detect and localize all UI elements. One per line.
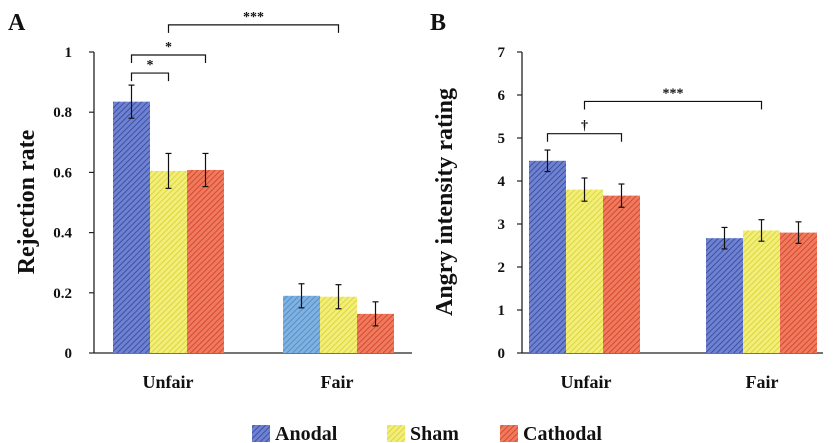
panel-a-y-ticks: 0 0.2 0.4 0.6 0.8 1: [53, 45, 94, 362]
y-tick-label: 0: [498, 346, 506, 362]
y-tick-label: 3: [498, 217, 506, 233]
y-tick-label: 0.6: [53, 165, 72, 181]
bar-fair-sham: [743, 230, 780, 353]
legend-swatch-sham: [387, 425, 405, 442]
legend-swatch-anodal: [252, 425, 270, 442]
panel-a-categories: Unfair Fair: [143, 372, 354, 392]
significance-label: ***: [243, 10, 264, 25]
legend-label-sham: Sham: [410, 423, 459, 443]
y-tick-label: 0.2: [53, 286, 72, 302]
significance-label: *: [165, 40, 172, 55]
significance-label: ***: [663, 86, 684, 101]
significance-bracket: [130, 72, 170, 82]
significance-label: *: [147, 58, 154, 73]
panel-b-y-ticks: 0 1 2 3 4 5 6 7: [498, 45, 522, 362]
y-tick-label: 0: [65, 346, 73, 362]
legend: Anodal Sham Cathodal: [252, 423, 602, 443]
legend-label-anodal: Anodal: [275, 423, 338, 443]
significance-bracket: [546, 133, 623, 142]
panel-a-bars: [113, 84, 394, 353]
bar-unfair-anodal: [113, 101, 150, 353]
significance-bracket: [167, 24, 340, 33]
panel-b: B Angry intensity rating 0 1 2 3 4 5 6 7 † *** U…: [430, 10, 823, 392]
bar-fair-anodal: [706, 238, 743, 353]
bar-unfair-sham: [150, 170, 187, 353]
panel-b-significance: † ***: [546, 86, 763, 142]
y-tick-label: 5: [498, 131, 506, 147]
panel-b-categories: Unfair Fair: [561, 372, 779, 392]
x-category-fair: Fair: [321, 372, 354, 392]
panel-b-bars: [529, 149, 817, 353]
legend-swatch-cathodal: [500, 425, 518, 442]
y-tick-label: 1: [498, 303, 506, 319]
panel-a-y-axis-label: Rejection rate: [14, 129, 40, 274]
x-category-fair: Fair: [746, 372, 779, 392]
x-category-unfair: Unfair: [561, 372, 612, 392]
significance-bracket: [130, 54, 207, 64]
legend-label-cathodal: Cathodal: [523, 423, 602, 443]
x-category-unfair: Unfair: [143, 372, 194, 392]
panel-b-y-axis-label: Angry intensity rating: [432, 88, 458, 316]
significance-bracket: [583, 100, 763, 110]
bar-unfair-sham: [566, 189, 603, 353]
panel-a-significance: *****: [130, 10, 340, 82]
y-tick-label: 0.4: [53, 226, 72, 242]
y-tick-label: 1: [65, 45, 73, 61]
significance-label: †: [581, 119, 588, 134]
y-tick-label: 6: [498, 88, 506, 104]
panel-a: A Rejection rate 00.20.40.60.81 ***** Un…: [8, 10, 412, 392]
y-tick-label: 2: [498, 260, 506, 276]
panel-a-label: A: [8, 10, 26, 36]
bar-unfair-cathodal: [187, 169, 224, 353]
y-tick-label: 4: [498, 174, 506, 190]
y-tick-label: 7: [498, 45, 506, 61]
bar-unfair-anodal: [529, 160, 566, 353]
bar-unfair-cathodal: [603, 195, 640, 353]
y-tick-label: 0.8: [53, 105, 72, 121]
bar-fair-cathodal: [780, 232, 817, 353]
panel-b-label: B: [430, 10, 446, 36]
